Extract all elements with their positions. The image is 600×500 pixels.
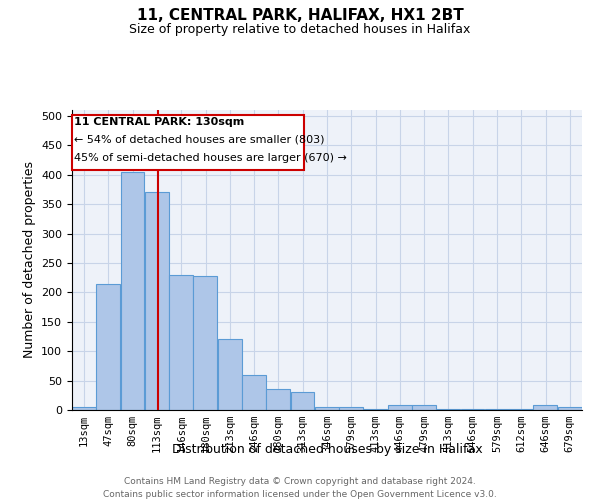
Bar bbox=[412, 406, 436, 410]
Bar bbox=[169, 274, 193, 410]
Bar bbox=[121, 172, 145, 410]
Bar bbox=[533, 406, 557, 410]
Bar bbox=[315, 407, 338, 410]
Text: Distribution of detached houses by size in Halifax: Distribution of detached houses by size … bbox=[172, 442, 482, 456]
Bar bbox=[266, 390, 290, 410]
Bar bbox=[218, 340, 242, 410]
Text: ← 54% of detached houses are smaller (803): ← 54% of detached houses are smaller (80… bbox=[74, 135, 325, 145]
Y-axis label: Number of detached properties: Number of detached properties bbox=[23, 162, 35, 358]
Bar bbox=[290, 392, 314, 410]
Bar bbox=[388, 406, 412, 410]
Text: Contains public sector information licensed under the Open Government Licence v3: Contains public sector information licen… bbox=[103, 490, 497, 499]
Bar bbox=[339, 407, 363, 410]
Bar bbox=[193, 276, 217, 410]
Bar bbox=[72, 407, 96, 410]
FancyBboxPatch shape bbox=[72, 114, 304, 170]
Bar bbox=[242, 374, 266, 410]
Text: 45% of semi-detached houses are larger (670) →: 45% of semi-detached houses are larger (… bbox=[74, 154, 347, 164]
Text: 11 CENTRAL PARK: 130sqm: 11 CENTRAL PARK: 130sqm bbox=[74, 118, 244, 128]
Bar bbox=[558, 407, 581, 410]
Text: 11, CENTRAL PARK, HALIFAX, HX1 2BT: 11, CENTRAL PARK, HALIFAX, HX1 2BT bbox=[137, 8, 463, 22]
Bar bbox=[96, 284, 120, 410]
Text: Contains HM Land Registry data © Crown copyright and database right 2024.: Contains HM Land Registry data © Crown c… bbox=[124, 478, 476, 486]
Text: Size of property relative to detached houses in Halifax: Size of property relative to detached ho… bbox=[130, 22, 470, 36]
Bar bbox=[145, 192, 169, 410]
